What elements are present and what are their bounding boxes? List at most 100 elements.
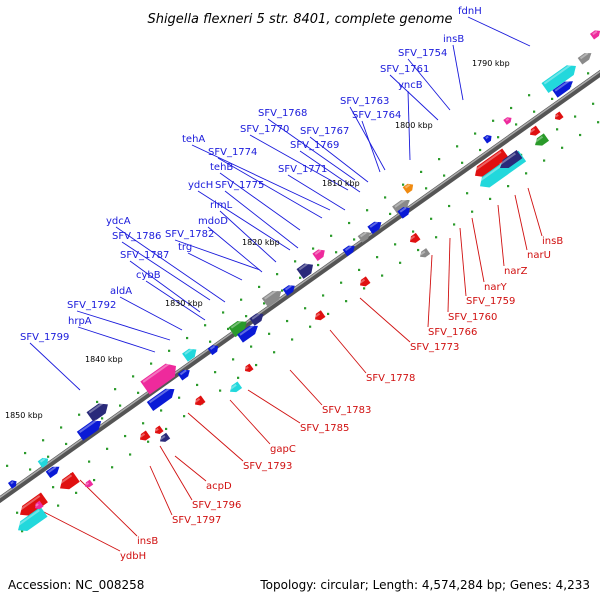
gene-feature (473, 148, 510, 177)
leader-line (359, 297, 411, 343)
gene-label-bottom: SFV_1793 (243, 461, 292, 472)
leader-line (361, 120, 381, 173)
gene-label-top: SFV_1763 (340, 96, 389, 107)
ruler-dot (479, 148, 482, 152)
ruler-dot (88, 460, 91, 463)
gene-label-top: SFV_1775 (215, 180, 264, 191)
ruler-dot (150, 362, 153, 365)
gene-label-top: SFV_1786 (112, 231, 161, 242)
gene-label-bottom: insB (542, 236, 563, 247)
kbp-tick-label: 1820 kbp (242, 238, 280, 247)
gene-label-bottom: SFV_1797 (172, 515, 221, 526)
leader-line (197, 190, 291, 251)
ruler-dot (592, 102, 595, 105)
ruler-dot (132, 375, 135, 378)
gene-label-bottom: gapC (270, 444, 296, 455)
gene-label-top: yncB (398, 80, 423, 91)
gene-feature (589, 30, 600, 40)
ruler-dot (147, 440, 150, 443)
ruler-dot (101, 417, 104, 420)
gene-label-bottom: narU (527, 250, 551, 261)
gene-feature (85, 479, 94, 488)
gene-feature (577, 52, 592, 65)
leader-line (249, 134, 349, 191)
ruler-dot (304, 307, 307, 310)
ruler-dot (16, 511, 19, 514)
gene-label-bottom: ydbH (120, 551, 146, 562)
ruler-dot (255, 363, 258, 367)
gene-feature (359, 276, 371, 287)
leader-line (289, 369, 323, 406)
leader-line (121, 241, 211, 301)
ruler-dot (165, 427, 168, 431)
gene-label-top: tehB (210, 162, 233, 173)
ruler-dot (358, 268, 361, 272)
leader-line (129, 260, 201, 313)
leader-line (77, 326, 156, 353)
leader-line (287, 174, 346, 211)
leader-line (407, 90, 411, 161)
leader-line (79, 479, 138, 537)
ruler-dot (366, 209, 369, 212)
ruler-dot (430, 217, 433, 220)
leader-line (389, 74, 439, 121)
gene-label-top: SFV_1767 (300, 126, 349, 137)
ruler-dot (597, 121, 600, 124)
ruler-dot (204, 324, 207, 327)
ruler-dot (340, 281, 343, 284)
gene-feature (45, 466, 60, 479)
gene-label-bottom: SFV_1760 (448, 312, 497, 323)
ruler-dot (291, 338, 294, 341)
ruler-dot (394, 243, 397, 246)
leader-line (497, 204, 505, 267)
ruler-dot (250, 345, 253, 348)
leader-line (299, 150, 361, 193)
gene-feature (261, 289, 282, 308)
gene-label-bottom: narZ (504, 266, 528, 277)
leader-line (267, 118, 356, 181)
gene-label-top: hrpA (68, 316, 92, 327)
gene-feature (35, 500, 44, 510)
ruler-dot (168, 349, 171, 352)
gene-label-top: SFV_1769 (290, 140, 339, 151)
gene-label-bottom: SFV_1778 (366, 373, 415, 384)
ruler-dot (114, 388, 117, 391)
gene-label-top: mdoD (198, 216, 228, 227)
leader-line (119, 296, 183, 331)
leader-line (452, 44, 464, 101)
gene-feature (534, 133, 550, 146)
ruler-dot (124, 434, 127, 438)
ruler-dot (75, 491, 78, 494)
ruler-dot (142, 422, 145, 425)
ruler-dot (312, 247, 315, 250)
gene-feature (228, 319, 247, 338)
gene-label-top: fdnH (458, 6, 482, 17)
ruler-dot (381, 274, 384, 277)
gene-feature (76, 419, 102, 441)
ruler-dot (137, 391, 140, 394)
gene-label-bottom: SFV_1759 (466, 296, 515, 307)
leader-line (467, 16, 531, 47)
ruler-dot (533, 110, 536, 113)
gene-label-top: SFV_1761 (380, 64, 429, 75)
leader-line (527, 187, 543, 237)
leader-line (224, 190, 299, 249)
gene-label-top: SFV_1764 (352, 110, 401, 121)
kbp-tick-label: 1850 kbp (5, 411, 43, 420)
gene-label-top: trg (178, 242, 192, 253)
gene-label-bottom: SFV_1766 (428, 327, 477, 338)
ruler-dot (258, 285, 261, 289)
ruler-dot (384, 196, 387, 199)
leader-line (427, 254, 433, 328)
gene-feature (282, 284, 295, 296)
ruler-dot (232, 358, 235, 361)
gene-feature (367, 221, 382, 234)
gene-feature (555, 111, 564, 120)
ruler-dot (47, 455, 50, 458)
topology-text: Topology: circular; Length: 4,574,284 bp… (260, 578, 590, 592)
ruler-dot (528, 94, 531, 97)
ruler-dot (438, 158, 441, 161)
ruler-dot (353, 238, 356, 241)
gene-feature (357, 231, 370, 243)
